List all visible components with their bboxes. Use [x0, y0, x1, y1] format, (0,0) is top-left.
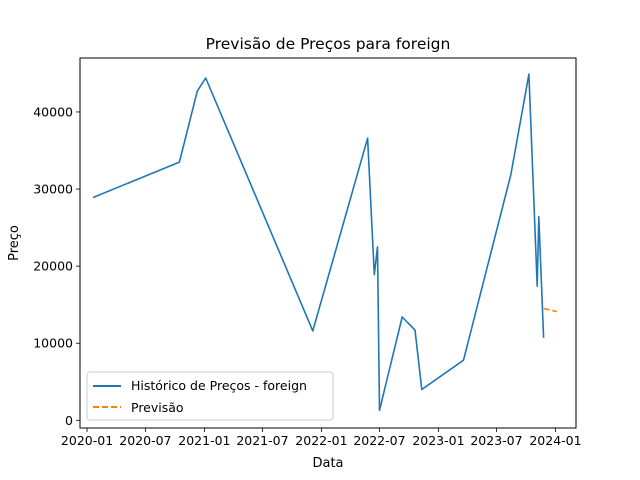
series-layer: [92, 73, 557, 412]
y-tick-label: 0: [65, 413, 73, 428]
y-tick-label: 40000: [33, 104, 73, 119]
x-tick-label: 2021-01: [178, 433, 230, 448]
series-line-0: [92, 73, 545, 412]
x-tick-label: 2021-07: [236, 433, 288, 448]
y-tick-label: 10000: [33, 336, 73, 351]
series-line-1: [543, 307, 557, 313]
legend-label-historico: Histórico de Preços - foreign: [131, 378, 307, 393]
legend-box: [86, 371, 334, 421]
x-tick-label: 2022-07: [353, 433, 405, 448]
y-tick-label: 30000: [33, 182, 73, 197]
legend: Histórico de Preços - foreign Previsão: [86, 371, 334, 421]
chart-title: Previsão de Preços para foreign: [206, 35, 451, 53]
x-tick-label: 2023-07: [470, 433, 522, 448]
y-axis-title: Preço: [7, 225, 22, 261]
x-axis-title: Data: [312, 456, 343, 471]
x-axis: 2020-01 2020-07 2021-01 2021-07 2022-01 2022-…: [61, 428, 582, 448]
x-tick-label: 2020-07: [119, 433, 171, 448]
x-tick-label: 2020-01: [61, 433, 113, 448]
y-axis: 0 10000 20000 30000 40000: [33, 104, 80, 428]
x-tick-label: 2023-01: [412, 433, 464, 448]
x-tick-label: 2024-01: [529, 433, 581, 448]
y-tick-label: 20000: [33, 259, 73, 274]
x-tick-label: 2022-01: [295, 433, 347, 448]
legend-label-previsao: Previsão: [131, 400, 184, 415]
